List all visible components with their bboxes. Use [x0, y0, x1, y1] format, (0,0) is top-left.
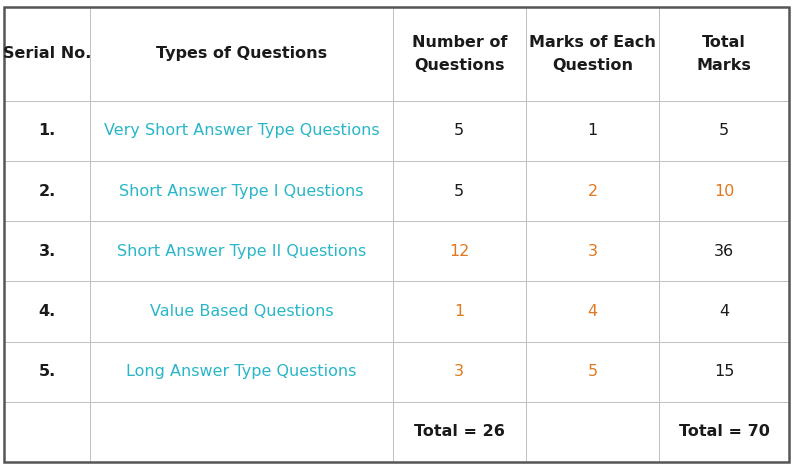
Text: 2.: 2.: [39, 184, 56, 198]
Bar: [4, 221, 90, 281]
Text: 1: 1: [454, 304, 465, 319]
Text: Marks of Each
Question: Marks of Each Question: [530, 35, 656, 73]
Text: Short Answer Type I Questions: Short Answer Type I Questions: [119, 184, 364, 198]
Text: 3: 3: [588, 244, 598, 259]
Bar: [90, 7, 393, 101]
Text: 4: 4: [588, 304, 598, 319]
Bar: [660, 161, 789, 221]
Bar: [90, 101, 393, 161]
Text: 5: 5: [454, 184, 465, 198]
Text: 5: 5: [588, 364, 598, 379]
Bar: [660, 7, 789, 101]
Bar: [393, 221, 526, 281]
Text: 36: 36: [714, 244, 734, 259]
Bar: [393, 402, 526, 462]
Bar: [526, 281, 660, 341]
Bar: [660, 281, 789, 341]
Text: 10: 10: [714, 184, 734, 198]
Bar: [526, 221, 660, 281]
Text: Long Answer Type Questions: Long Answer Type Questions: [126, 364, 357, 379]
Text: 2: 2: [588, 184, 598, 198]
Bar: [4, 7, 90, 101]
Bar: [660, 101, 789, 161]
Text: 12: 12: [449, 244, 469, 259]
Bar: [90, 402, 393, 462]
Text: Very Short Answer Type Questions: Very Short Answer Type Questions: [104, 123, 379, 138]
Text: 5: 5: [719, 123, 730, 138]
Bar: [393, 101, 526, 161]
Bar: [90, 161, 393, 221]
Bar: [526, 101, 660, 161]
Text: Total
Marks: Total Marks: [697, 35, 752, 73]
Text: 3: 3: [454, 364, 465, 379]
Bar: [393, 161, 526, 221]
Bar: [4, 402, 90, 462]
Text: Value Based Questions: Value Based Questions: [150, 304, 333, 319]
Bar: [4, 341, 90, 402]
Text: 1.: 1.: [39, 123, 56, 138]
Bar: [660, 341, 789, 402]
Bar: [660, 402, 789, 462]
Text: Total = 26: Total = 26: [414, 424, 504, 439]
Text: Number of
Questions: Number of Questions: [412, 35, 507, 73]
Bar: [90, 341, 393, 402]
Bar: [526, 7, 660, 101]
Text: 15: 15: [714, 364, 734, 379]
Bar: [526, 402, 660, 462]
Bar: [660, 221, 789, 281]
Text: 5.: 5.: [39, 364, 56, 379]
Bar: [526, 341, 660, 402]
Text: Serial No.: Serial No.: [3, 46, 91, 61]
Text: 1: 1: [588, 123, 598, 138]
Text: 4: 4: [719, 304, 730, 319]
Bar: [393, 7, 526, 101]
Bar: [393, 341, 526, 402]
Bar: [4, 281, 90, 341]
Bar: [393, 281, 526, 341]
Bar: [4, 161, 90, 221]
Text: Types of Questions: Types of Questions: [156, 46, 327, 61]
Text: 5: 5: [454, 123, 465, 138]
Bar: [90, 281, 393, 341]
Text: Total = 70: Total = 70: [679, 424, 770, 439]
Bar: [526, 161, 660, 221]
Text: 4.: 4.: [39, 304, 56, 319]
Text: Short Answer Type II Questions: Short Answer Type II Questions: [117, 244, 366, 259]
Bar: [90, 221, 393, 281]
Text: 3.: 3.: [39, 244, 56, 259]
Bar: [4, 101, 90, 161]
